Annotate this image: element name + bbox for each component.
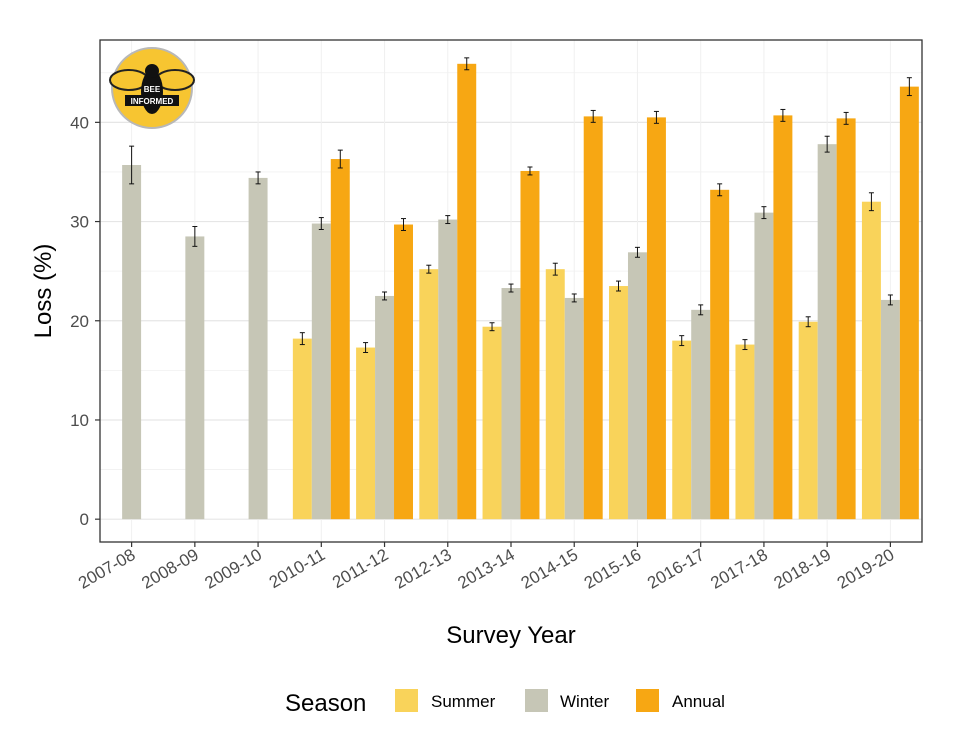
y-axis-title: Loss (%) [30,244,57,339]
x-tick-label: 2017-18 [707,545,771,593]
x-tick-label: 2014-15 [518,545,582,593]
bar-winter [185,236,205,520]
bar-annual [330,159,350,520]
bar-summer [356,347,376,520]
y-tick-label: 0 [80,510,89,529]
bar-winter [375,295,395,520]
x-tick-label: 2007-08 [75,545,139,593]
y-tick-label: 40 [70,113,89,132]
bar-annual [773,115,793,520]
bar-winter [880,299,900,520]
bar-summer [672,340,692,520]
bar-summer [861,201,881,520]
logo-text-bee: BEE [144,85,161,94]
bar-summer [482,326,502,520]
legend-label-summer: Summer [431,692,496,711]
bar-winter [817,144,837,520]
legend-label-annual: Annual [672,692,725,711]
y-axis: 0 10 20 30 40 [70,113,100,529]
x-tick-label: 2016-17 [644,545,708,593]
x-tick-label: 2019-20 [834,545,898,593]
legend-swatch-winter [525,689,548,712]
bar-winter [438,219,458,520]
error-bars [129,57,912,354]
legend-label-winter: Winter [560,692,609,711]
bar-annual [836,118,856,520]
bar-annual [646,117,666,520]
y-tick-label: 30 [70,213,89,232]
legend: Season Summer Winter Annual [285,689,725,717]
bar-summer [798,321,818,520]
bar-summer [545,269,565,520]
x-tick-label: 2009-10 [202,545,266,593]
logo-bee-head [145,64,159,78]
x-tick-label: 2011-12 [329,545,391,592]
x-axis: 2007-08 2008-09 2009-10 2010-11 2011-12 2012-… [75,542,897,593]
bar-annual [710,189,730,520]
y-tick-label: 20 [70,312,89,331]
bar-summer [609,286,628,520]
bar-winter [311,223,331,520]
bar-winter [122,165,142,520]
bar-winter [627,252,647,520]
logo-text-informed: INFORMED [131,97,174,106]
x-tick-label: 2018-19 [771,545,835,593]
bar-annual [520,170,540,520]
x-tick-label: 2015-16 [581,545,645,593]
bar-annual [899,86,919,520]
x-tick-label: 2013-14 [454,545,518,593]
legend-swatch-summer [395,689,418,712]
logo-text-band [125,95,179,106]
bar-winter [754,212,774,520]
bar-summer [292,338,312,520]
bar-winter [564,297,584,520]
y-tick-label: 10 [70,411,89,430]
legend-swatch-annual [636,689,659,712]
x-tick-label: 2010-11 [266,545,328,592]
legend-title: Season [285,690,366,717]
bar-annual [457,63,477,520]
x-tick-label: 2012-13 [391,545,455,593]
x-tick-label: 2008-09 [138,545,202,593]
bar-annual [394,224,413,520]
bar-winter [248,177,268,520]
bar-summer [735,344,755,520]
bar-series [122,63,919,520]
bar-summer [419,269,439,520]
x-axis-title: Survey Year [446,622,575,649]
bar-winter [691,309,711,520]
bar-winter [501,288,521,520]
bar-annual [583,116,603,520]
bee-informed-logo: BEE INFORMED [109,47,195,129]
